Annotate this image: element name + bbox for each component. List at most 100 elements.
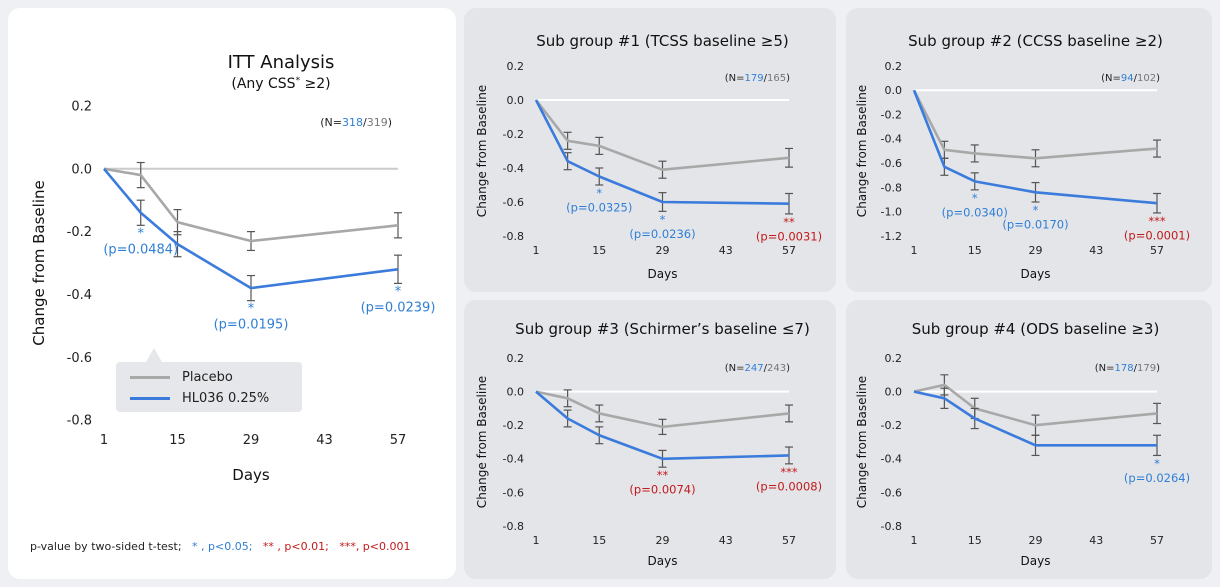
series-line-placebo [912,89,1158,160]
y-tick-label: 0.2 [507,60,525,73]
x-tick-label: 29 [1029,534,1043,547]
n-label: (N=247/243) [725,363,790,374]
x-tick-label: 43 [719,534,733,547]
y-tick-label: 0.0 [885,385,903,398]
subgroup-3-panel: Sub group #3 (Schirmer’s baseline ≤7) 0.2… [464,300,836,579]
x-tick-label: 29 [1029,244,1043,257]
itt-analysis-chart: ITT Analysis (Any CSS* ≥2) 0.2 0.0 -0.2 -0.4 -… [30,52,435,484]
y-axis-label: Change from Baseline [475,85,489,217]
x-tick-label: 15 [968,534,982,547]
significance-stars: * [138,226,145,241]
x-tick-label: 29 [656,534,670,547]
legend-swatch-placebo [130,376,170,379]
x-axis-label: Days [232,466,270,484]
y-tick-label: -0.4 [503,162,524,175]
p-value-label: (p=0.0008) [756,479,822,493]
y-tick-label: 0.0 [507,94,525,107]
p-value-label: (p=0.0340) [942,205,1008,219]
significance-stars: * [1154,456,1160,470]
n-label: (N=178/179) [1095,363,1160,374]
y-tick-label: -0.8 [503,520,524,533]
y-tick-label: -0.4 [881,453,902,466]
x-tick-label: 29 [243,433,260,448]
y-axis-label: Change from Baseline [30,180,48,345]
footnote-two-star: ** , p<0.01; [262,540,329,553]
x-tick-label: 29 [656,244,670,257]
series-line-placebo [534,99,790,171]
y-tick-label: -0.6 [881,157,902,170]
subgroup-4-chart: Sub group #4 (ODS baseline ≥3) 0.2 0.0 -0.2… [855,320,1190,568]
n-label: (N=94/102) [1101,73,1160,84]
significance-stars: * [596,186,602,200]
subgroup-4-panel: Sub group #4 (ODS baseline ≥3) 0.2 0.0 -0.2… [846,300,1212,579]
p-value-label: (p=0.0031) [756,229,822,243]
chart-title: Sub group #4 (ODS baseline ≥3) [912,320,1160,338]
legend: Placebo HL036 0.25% [116,362,302,412]
x-axis-label: Days [648,267,678,281]
x-tick-label: 43 [316,433,333,448]
significance-stars: * [248,302,255,317]
significance-stars: * [395,284,402,299]
x-tick-label: 15 [592,244,606,257]
p-value-label: (p=0.0264) [1124,471,1190,485]
legend-label-hl036: HL036 0.25% [182,391,270,406]
significance-stars: * [660,212,666,226]
y-tick-label: -1.2 [881,230,902,243]
x-tick-label: 1 [911,534,918,547]
p-value-label: (p=0.0170) [1002,218,1068,232]
subgroup-2-chart: Sub group #2 (CCSS baseline ≥2) 0.2 0.0 -0.… [855,32,1190,281]
y-tick-label: 0.2 [885,60,903,73]
significance-stars: *** [1148,214,1166,228]
series-line-placebo [103,167,399,243]
p-value-label: (p=0.0484) [103,242,178,257]
subgroup-1-chart: Sub group #1 (TCSS baseline ≥5) 0.2 0.0 -0.… [475,32,822,281]
series-line-hl036 [912,89,1158,205]
x-tick-label: 15 [592,534,606,547]
significance-stars: ** [783,215,795,229]
y-tick-label: -0.6 [67,351,92,366]
footnote-one-star: * , p<0.05; [192,540,253,553]
footnote-three-star: ***, p<0.001 [339,540,411,553]
y-tick-label: -0.2 [67,225,92,240]
subgroup-2-panel: Sub group #2 (CCSS baseline ≥2) 0.2 0.0 -0.… [846,8,1212,292]
y-tick-label: 0.2 [507,352,525,365]
y-tick-label: -0.6 [503,486,524,499]
x-tick-label: 57 [782,244,796,257]
y-axis-label: Change from Baseline [855,85,869,217]
x-tick-label: 57 [1150,534,1164,547]
y-tick-label: -0.8 [881,181,902,194]
series-line-hl036 [535,390,790,461]
significance-stars: * [1033,203,1039,217]
y-tick-label: -1.0 [881,206,902,219]
x-tick-label: 1 [533,534,540,547]
chart-title: Sub group #3 (Schirmer’s baseline ≤7) [515,320,810,338]
chart-title: Sub group #2 (CCSS baseline ≥2) [908,32,1163,50]
n-label: (N=179/165) [725,73,790,84]
p-value-label: (p=0.0195) [214,318,289,333]
x-tick-label: 43 [1089,244,1103,257]
x-tick-label: 43 [719,244,733,257]
x-axis-label: Days [1021,267,1051,281]
y-tick-label: -0.2 [503,419,524,432]
p-value-label: (p=0.0236) [629,227,695,241]
footnote: p-value by two-sided t-test; * , p<0.05;… [30,540,411,553]
y-axis-label: Change from Baseline [855,376,869,508]
y-tick-label: -0.8 [881,520,902,533]
y-tick-label: -0.2 [881,419,902,432]
y-tick-label: -0.4 [503,453,524,466]
series-line-hl036 [534,99,790,205]
footnote-prefix: p-value by two-sided t-test; [30,540,182,553]
y-tick-label: -0.2 [881,108,902,121]
legend-pointer [146,348,162,362]
y-tick-label: 0.2 [71,100,92,115]
y-tick-label: -0.6 [503,196,524,209]
legend-label-placebo: Placebo [182,370,233,385]
itt-analysis-panel: ITT Analysis (Any CSS* ≥2) 0.2 0.0 -0.2 -0.4 -… [8,8,456,579]
y-tick-label: 0.0 [507,385,525,398]
y-tick-label: -0.2 [503,128,524,141]
significance-stars: * [972,191,978,205]
x-tick-label: 57 [390,433,407,448]
y-tick-label: 0.0 [71,162,92,177]
p-value-label: (p=0.0074) [629,483,695,497]
x-tick-label: 1 [533,244,540,257]
